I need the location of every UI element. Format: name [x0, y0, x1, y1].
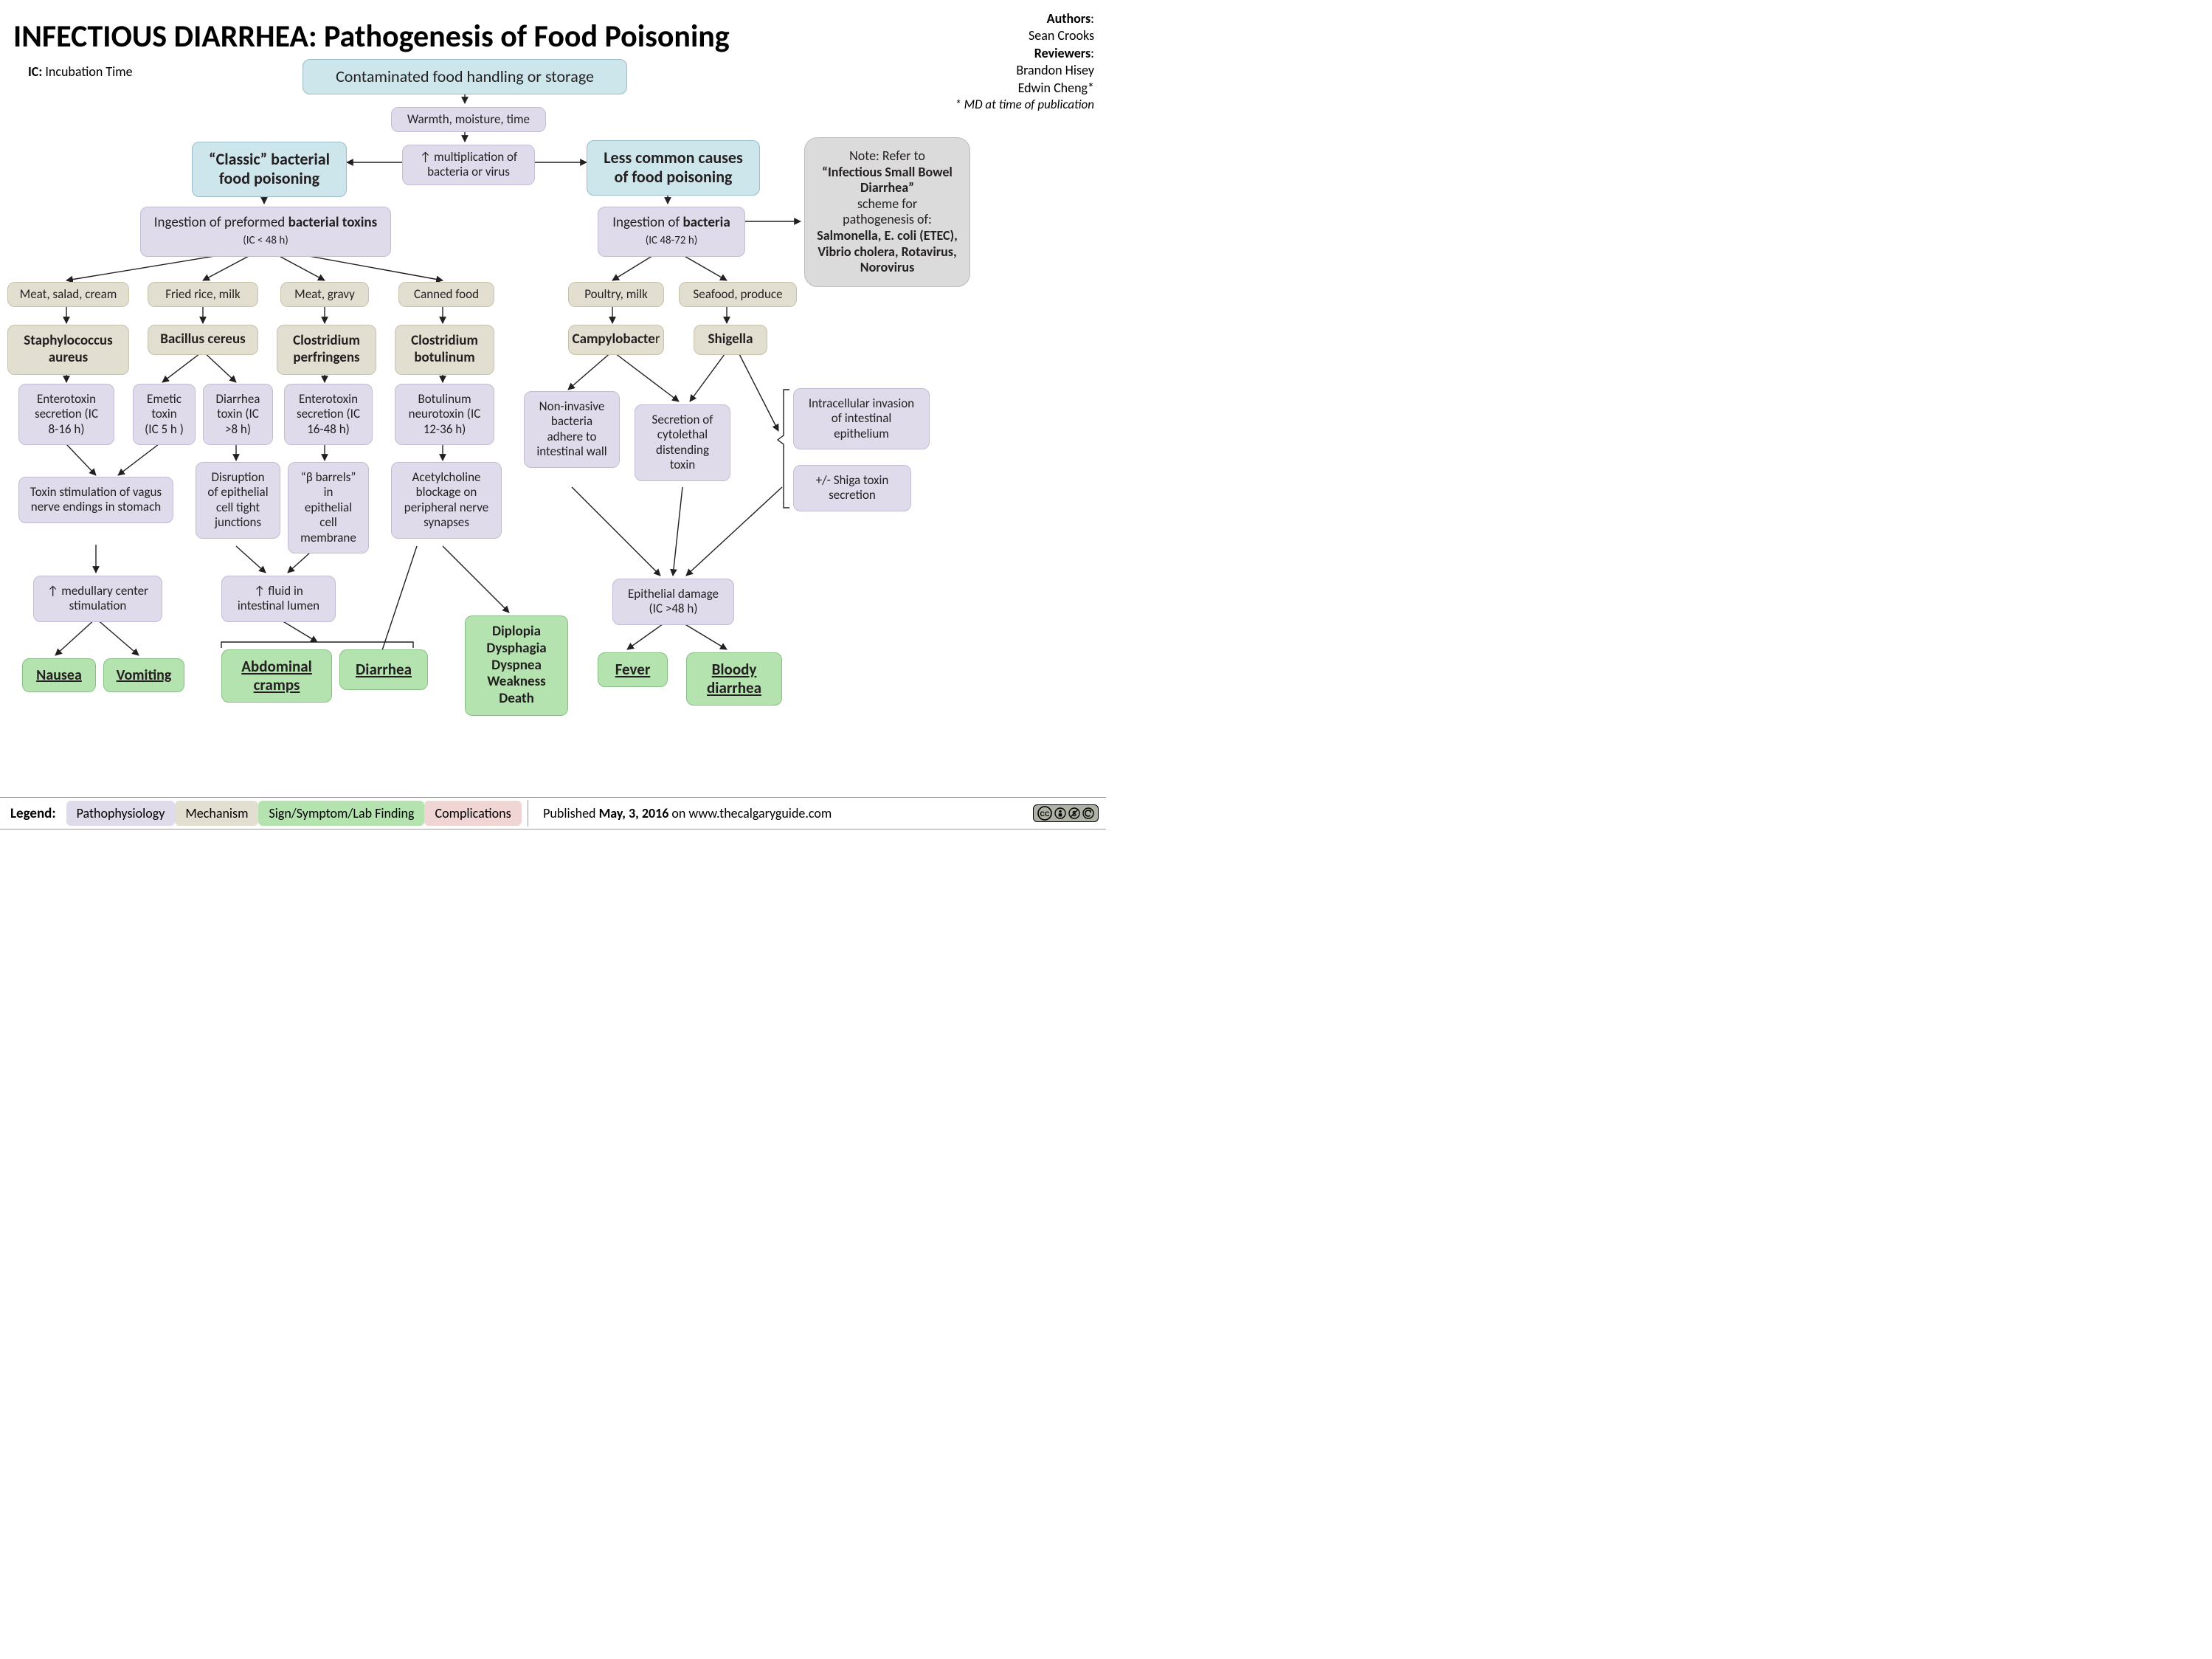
s-bloody: Bloody diarrhea [686, 652, 782, 706]
legend-find: Sign/Symptom/Lab Finding [258, 801, 424, 826]
svg-text:CC: CC [1040, 810, 1050, 818]
s-fever: Fever [598, 652, 668, 687]
legend-label: Legend: [0, 805, 66, 822]
note-orgs: Salmonella, E. coli (ETEC), Vibrio chole… [817, 227, 958, 275]
author-1: Sean Crooks [955, 27, 1094, 44]
s-vomiting: Vomiting [103, 658, 184, 692]
s-abd: Abdominal cramps [221, 649, 332, 703]
m-bot: Botulinum neurotoxin (IC 12-36 h) [395, 384, 494, 445]
m-shiga: +/- Shiga toxin secretion [793, 465, 911, 511]
legend-divider [528, 800, 529, 827]
food-bot: Canned food [398, 282, 494, 307]
org-staph: Staphylococcus aureus [7, 325, 129, 375]
cc-license-icon: CC $ [1033, 804, 1099, 822]
org-campy: Campylobacter [568, 325, 664, 355]
m-bac-diar: Diarrhea toxin (IC >8 h) [203, 384, 273, 445]
note-refer: Note: Refer to [849, 148, 925, 164]
s-diarrhea: Diarrhea [339, 649, 428, 690]
m-medullary: ↑ medullary center stimulation [33, 576, 162, 622]
m-intracell: Intracellular invasion of intestinal epi… [793, 388, 930, 449]
org-bot: Clostridium botulinum [395, 325, 494, 375]
authors-label: Authors [1047, 10, 1091, 27]
ingest-bact-t1: Ingestion of [612, 214, 682, 231]
legend-bar: Legend: Pathophysiology Mechanism Sign/S… [0, 797, 1106, 830]
m-staph: Enterotoxin secretion (IC 8-16 h) [18, 384, 114, 445]
ingest-bacteria: Ingestion of bacteria (IC 48-72 h) [598, 207, 745, 257]
ic-label: IC: [28, 63, 42, 80]
multiply-box: ↑ multiplication of bacteria or virus [402, 145, 535, 185]
m-adhere: Non-invasive bacteria adhere to intestin… [524, 391, 620, 468]
m-vagus: Toxin stimulation of vagus nerve endings… [18, 477, 173, 523]
pub-3: on www.thecalgaryguide.com [668, 805, 832, 821]
classic-header-text: “Classic” bacterial food poisoning [209, 149, 330, 188]
org-perf: Clostridium perfringens [277, 325, 376, 375]
food-campy: Poultry, milk [568, 282, 664, 307]
ic-text: Incubation Time [45, 63, 132, 80]
m-ach: Acetylcholine blockage on peripheral ner… [391, 462, 502, 539]
top-header: Contaminated food handling or storage [303, 59, 627, 94]
m-fluid: ↑ fluid in intestinal lumen [221, 576, 336, 622]
warmth-box: Warmth, moisture, time [391, 107, 546, 132]
m-perf: Enterotoxin secretion (IC 16-48 h) [284, 384, 373, 445]
reviewer-2: Edwin Cheng* [955, 80, 1094, 97]
note-for1: scheme for [857, 196, 917, 212]
classic-header: “Classic” bacterial food poisoning [192, 142, 347, 197]
legend-mech: Mechanism [175, 801, 258, 826]
less-header: Less common causes of food poisoning [587, 140, 760, 196]
m-cyto: Secretion of cytolethal distending toxin [635, 404, 730, 481]
note-title: “Infectious Small Bowel Diarrhea” [822, 164, 953, 196]
m-barrels: “β barrels” in epithelial cell membrane [288, 462, 369, 553]
ic-key: IC: Incubation Time [28, 63, 133, 80]
org-bacillus: Bacillus cereus [148, 325, 258, 355]
s-nausea: Nausea [22, 658, 96, 692]
org-campy-1: Campylobacte [573, 331, 655, 348]
org-campy-2: r [655, 331, 660, 348]
s-bot: Diplopia Dysphagia Dyspnea Weakness Deat… [465, 615, 568, 716]
m-epidamage: Epithelial damage (IC >48 h) [612, 579, 734, 625]
md-note: * MD at time of publication [955, 97, 1094, 113]
authors-block: Authors: Sean Crooks Reviewers: Brandon … [955, 10, 1094, 113]
org-shig: Shigella [694, 325, 767, 355]
published: Published May, 3, 2016 on www.thecalgary… [543, 805, 832, 821]
ingest-toxins-ic: (IC < 48 h) [243, 234, 288, 247]
legend-patho: Pathophysiology [66, 801, 176, 826]
ingest-bact-ic: (IC 48-72 h) [646, 234, 698, 247]
ingest-toxins: Ingestion of preformed bacterial toxins … [140, 207, 391, 257]
pub-1: Published [543, 805, 598, 821]
reviewers-label: Reviewers [1034, 45, 1091, 61]
page-title: INFECTIOUS DIARRHEA: Pathogenesis of Foo… [13, 18, 730, 55]
m-disrupt: Disruption of epithelial cell tight junc… [196, 462, 280, 539]
less-header-text: Less common causes of food poisoning [604, 148, 743, 187]
legend-comp: Complications [424, 801, 521, 826]
ingest-toxins-t1: Ingestion of preformed [154, 214, 288, 231]
ingest-bact-t2: bacteria [682, 214, 730, 231]
food-staph: Meat, salad, cream [7, 282, 129, 307]
m-bac-emetic: Emetic toxin (IC 5 h ) [133, 384, 196, 445]
note-box: Note: Refer to “Infectious Small Bowel D… [804, 137, 970, 287]
food-bacillus: Fried rice, milk [148, 282, 258, 307]
note-for2: pathogenesis of: [843, 211, 932, 227]
reviewer-1: Brandon Hisey [955, 62, 1094, 79]
food-perf: Meat, gravy [280, 282, 369, 307]
food-shig: Seafood, produce [679, 282, 797, 307]
pub-2: May, 3, 2016 [599, 805, 669, 821]
ingest-toxins-t2: bacterial toxins [288, 214, 378, 231]
